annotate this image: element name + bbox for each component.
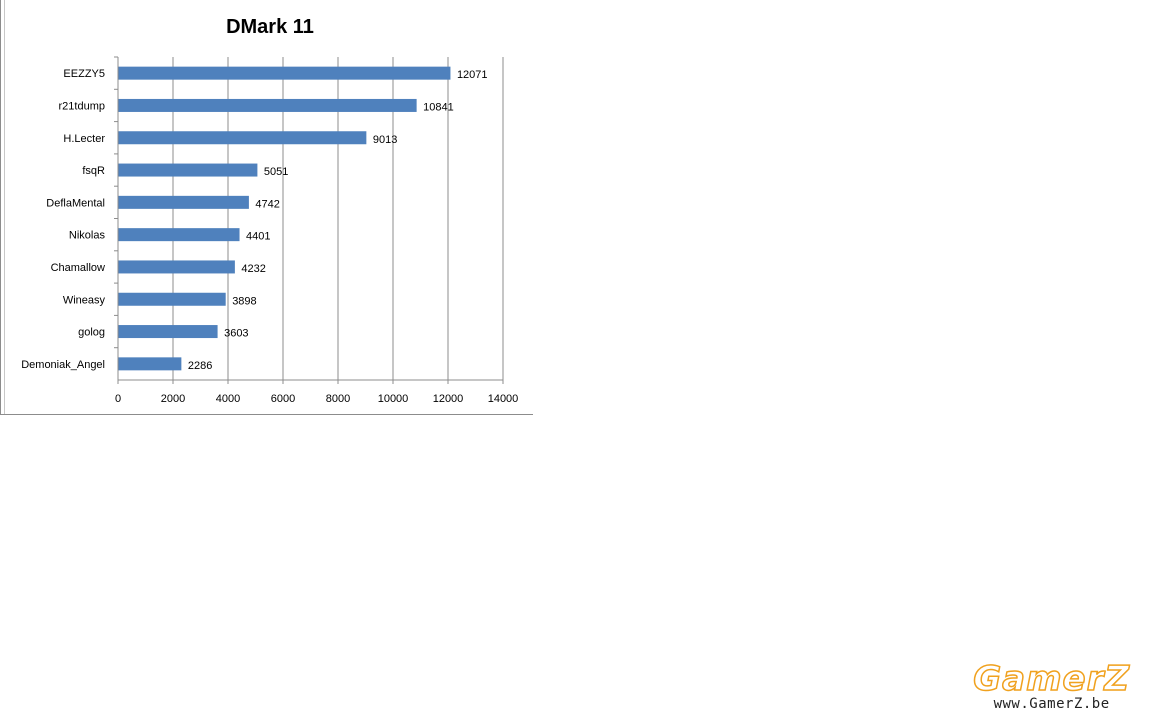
bar-chart: DMark 11 EEZZY5 r21tdump H.Lecter fsqR Defla… (21, 16, 518, 405)
bars (118, 66, 451, 371)
bar (118, 260, 235, 274)
x-tick-label: 2000 (161, 393, 185, 405)
watermark-url: www.GamerZ.be (993, 696, 1110, 712)
category-label: Nikolas (69, 230, 106, 242)
x-tick-label: 4000 (216, 393, 240, 405)
gamerz-watermark: GamerZ www.GamerZ.be (972, 659, 1130, 712)
category-labels: EEZZY5 r21tdump H.Lecter fsqR DeflaMental Nik… (21, 68, 105, 371)
category-label: Demoniak_Angel (21, 359, 105, 371)
data-label: 3603 (224, 328, 248, 340)
data-label: 2286 (188, 360, 212, 372)
category-label: H.Lecter (63, 133, 105, 145)
x-tick-label: 8000 (326, 393, 350, 405)
x-tick-labels: 0 2000 4000 6000 8000 10000 12000 14000 (115, 393, 518, 405)
category-label: fsqR (82, 165, 105, 177)
x-tick-label: 14000 (488, 393, 519, 405)
bar (118, 292, 226, 306)
x-tick-label: 12000 (433, 393, 464, 405)
data-label: 4742 (255, 198, 279, 210)
category-label: DeflaMental (46, 197, 105, 209)
chart-title: DMark 11 (226, 16, 314, 38)
category-label: EEZZY5 (63, 68, 105, 80)
bar (118, 228, 240, 242)
bar (118, 163, 258, 177)
data-label: 12071 (457, 69, 488, 81)
x-tick-label: 6000 (271, 393, 295, 405)
x-tick-label: 0 (115, 393, 121, 405)
data-label: 3898 (232, 295, 256, 307)
data-label: 4232 (241, 263, 265, 275)
data-label: 4401 (246, 231, 270, 243)
bar (118, 66, 451, 80)
value-labels: 12071 10841 9013 5051 4742 4401 4232 3898 3603 22… (188, 69, 488, 372)
watermark-logo: GamerZ (972, 659, 1130, 699)
bar (118, 98, 417, 112)
chart-frame: DMark 11 EEZZY5 r21tdump H.Lecter fsqR Defla… (0, 0, 533, 415)
bar (118, 195, 249, 209)
bar (118, 131, 367, 145)
data-label: 5051 (264, 166, 288, 178)
data-label: 10841 (423, 101, 454, 113)
bar (118, 357, 182, 371)
category-label: r21tdump (59, 100, 105, 112)
category-label: Wineasy (63, 294, 106, 306)
bar (118, 325, 218, 339)
category-label: golog (78, 327, 105, 339)
x-tick-label: 10000 (378, 393, 409, 405)
category-label: Chamallow (51, 262, 105, 274)
data-label: 9013 (373, 134, 397, 146)
